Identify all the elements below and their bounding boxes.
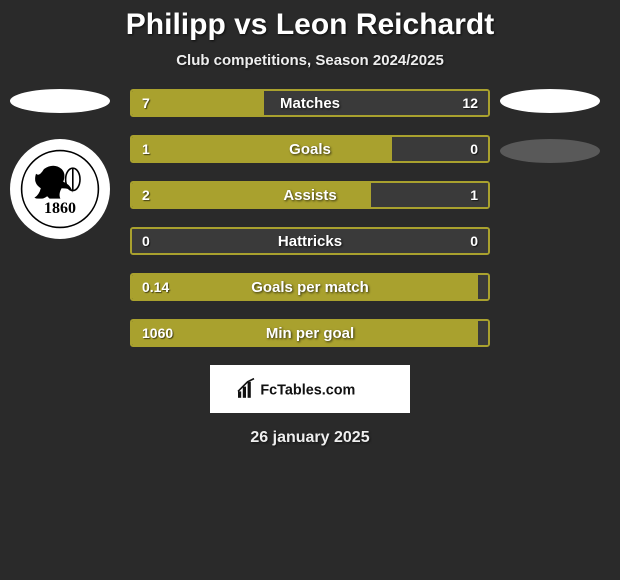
stat-left-value: 7 — [142, 95, 150, 111]
stat-bar-row: 21Assists — [130, 181, 490, 209]
player-right-column — [500, 89, 600, 189]
date-text: 26 january 2025 — [0, 429, 620, 447]
stat-bar-left-segment: 0 — [132, 229, 310, 253]
club-year: 1860 — [44, 200, 76, 217]
player-left-oval-icon — [10, 89, 110, 113]
brand-text: FcTables.com — [260, 383, 355, 399]
stat-bar-row: 0.14Goals per match — [130, 273, 490, 301]
stat-bar-left-segment: 1 — [132, 137, 392, 161]
club-logo-icon: 1860 — [10, 139, 110, 239]
player-right-oval-top-icon — [500, 89, 600, 113]
stat-bar-list: 712Matches10Goals21Assists00Hattricks0.1… — [130, 89, 490, 347]
stat-bar-right-segment: 12 — [264, 91, 488, 115]
stat-bar-row: 1060Min per goal — [130, 319, 490, 347]
brand-bars-icon — [238, 379, 254, 398]
stat-left-value: 2 — [142, 187, 150, 203]
stat-left-value: 0.14 — [142, 279, 169, 295]
stat-bar-left-segment: 0.14 — [132, 275, 478, 299]
player-right-oval-bottom-icon — [500, 139, 600, 163]
stat-bar-row: 00Hattricks — [130, 227, 490, 255]
brand-box: FcTables.com — [210, 365, 410, 413]
comparison-panel: 1860 712Matches10Goals21Assists00Hattric… — [0, 89, 620, 347]
stat-bar-row: 712Matches — [130, 89, 490, 117]
stat-right-value: 1 — [470, 187, 478, 203]
stat-right-value: 0 — [470, 141, 478, 157]
stat-bar-right-segment: 0 — [392, 137, 488, 161]
subtitle: Club competitions, Season 2024/2025 — [0, 52, 620, 69]
stat-bar-right-segment — [478, 275, 488, 299]
stat-right-value: 0 — [470, 233, 478, 249]
stat-bar-right-segment: 0 — [310, 229, 488, 253]
stat-bar-left-segment: 1060 — [132, 321, 478, 345]
stat-bar-left-segment: 7 — [132, 91, 264, 115]
player-left-column: 1860 — [10, 89, 110, 239]
stat-bar-left-segment: 2 — [132, 183, 371, 207]
page-title: Philipp vs Leon Reichardt — [0, 0, 620, 42]
stat-left-value: 1060 — [142, 325, 173, 341]
stat-bar-right-segment: 1 — [371, 183, 488, 207]
stat-right-value: 12 — [462, 95, 478, 111]
stat-left-value: 0 — [142, 233, 150, 249]
stat-bar-row: 10Goals — [130, 135, 490, 163]
stat-left-value: 1 — [142, 141, 150, 157]
stat-bar-right-segment — [478, 321, 488, 345]
